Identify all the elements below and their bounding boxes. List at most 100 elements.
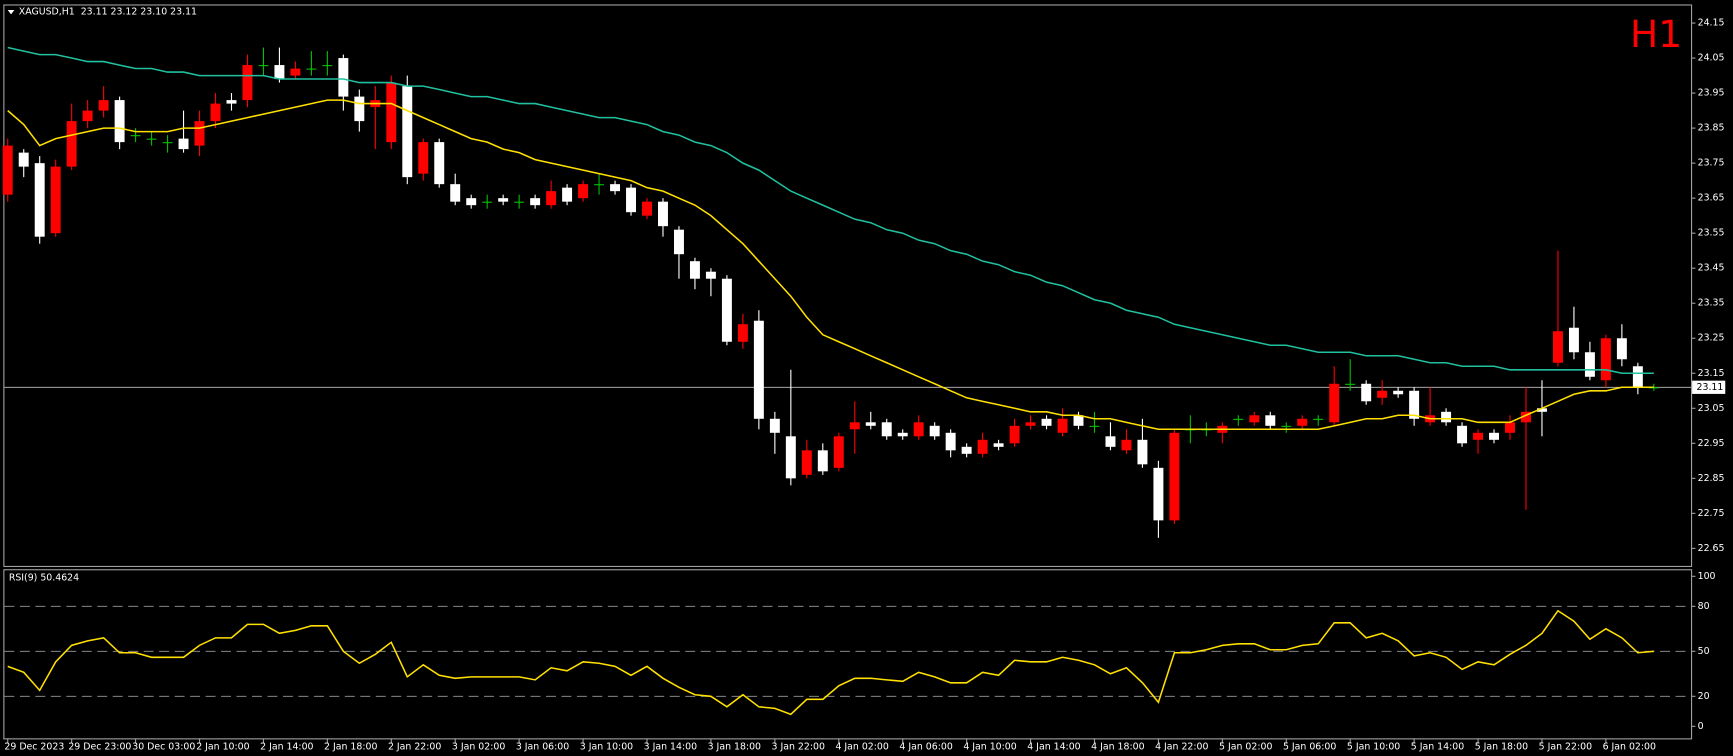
candle-body [721,278,732,342]
candle-body [274,65,285,80]
candle-body [801,450,812,475]
candle-body [242,65,253,101]
candle-body [578,184,589,199]
candle-body [1313,418,1324,420]
x-tick-label: 5 Jan 02:00 [1219,742,1272,753]
candle-body [514,201,525,203]
candle-body [594,184,605,186]
candle-body [50,166,61,234]
candle-body [1137,439,1148,465]
candle-body [626,187,636,213]
candle-body [1489,432,1500,440]
candle-body [2,145,13,195]
candle-body [1041,418,1052,426]
candle-body [466,198,477,206]
candle-body [705,271,716,279]
y-tick-label: 24.05 [1698,53,1725,64]
candle-body [434,142,445,185]
candle-body [130,135,141,137]
candle-body [833,436,844,468]
candle-body [498,198,509,202]
y-tick-label: 23.75 [1698,158,1725,169]
candle-body [354,96,365,122]
candle-body [258,65,269,67]
candle-body [1616,338,1627,360]
x-tick-label: 4 Jan 10:00 [963,742,1016,753]
candle-body [897,432,908,437]
menu-arrow[interactable] [7,9,15,15]
candle-body [34,163,45,237]
candle-body [82,110,93,122]
candle-body [1457,425,1468,444]
candle-body [658,201,668,227]
candle-body [945,432,956,451]
candle-body [1297,418,1308,426]
x-tick-label: 4 Jan 22:00 [1155,742,1208,753]
x-tick-label: 3 Jan 02:00 [452,742,505,753]
rsi-title: RSI(9) 50.4624 [9,573,79,584]
current-price-box [1692,380,1726,394]
candle-body [530,198,541,206]
x-tick-label: 5 Jan 06:00 [1283,742,1336,753]
candle-body [961,446,972,454]
candle-body [386,82,397,143]
candle-body [913,422,924,437]
x-tick-label: 2 Jan 10:00 [196,742,249,753]
x-tick-label: 29 Dec 23:00 [68,742,131,753]
y-tick-label: 0 [1698,721,1704,732]
candle-body [194,121,205,146]
x-tick-label: 3 Jan 14:00 [644,742,697,753]
x-tick-label: 5 Jan 22:00 [1539,742,1592,753]
candle-body [226,100,237,104]
y-tick-label: 23.45 [1698,263,1725,274]
candle-body [562,187,573,202]
candle-body [1105,436,1116,447]
x-tick-label: 3 Jan 22:00 [772,742,825,753]
candle-body [1473,432,1484,440]
candle-body [418,142,429,174]
y-tick-label: 23.05 [1698,403,1725,414]
candle-body [1441,411,1452,423]
candle-body [546,191,557,206]
candle-body [338,58,349,97]
x-tick-label: 4 Jan 02:00 [835,742,888,753]
candle-body [881,422,892,437]
y-tick-label: 22.75 [1698,508,1725,519]
x-tick-label: 2 Jan 18:00 [324,742,377,753]
y-tick-label: 23.25 [1698,333,1725,344]
x-tick-label: 3 Jan 06:00 [516,742,569,753]
y-tick-label: 23.55 [1698,228,1725,239]
candle-body [482,201,493,203]
symbol-title: XAGUSD,H1 23.11 23.12 23.10 23.11 [19,7,197,18]
candle-body [849,422,860,430]
candle-body [450,184,461,202]
candle-body [1025,422,1036,426]
candle-body [1265,415,1276,426]
candle-body [1361,383,1372,402]
y-tick-label: 23.65 [1698,193,1725,204]
candle-body [162,142,173,144]
x-tick-label: 5 Jan 18:00 [1475,742,1528,753]
candle-body [178,138,189,150]
candle-body [769,418,780,433]
x-tick-label: 2 Jan 22:00 [388,742,441,753]
x-tick-label: 5 Jan 14:00 [1411,742,1464,753]
candle-body [673,229,684,255]
candle-body [817,450,828,472]
candle-body [1073,415,1084,426]
candle-body [1089,425,1100,427]
y-tick-label: 80 [1698,601,1710,612]
moving-average [7,46,1654,375]
candle-body [929,425,940,437]
candle-body [689,261,700,279]
candle-body [785,436,796,479]
candle-body [1536,408,1547,412]
y-tick-label: 23.35 [1698,298,1725,309]
candle-body [1632,366,1643,388]
y-tick-label: 24.15 [1698,18,1725,29]
candle-body [1568,327,1579,353]
candle-body [66,121,77,167]
candle-body [737,324,748,342]
